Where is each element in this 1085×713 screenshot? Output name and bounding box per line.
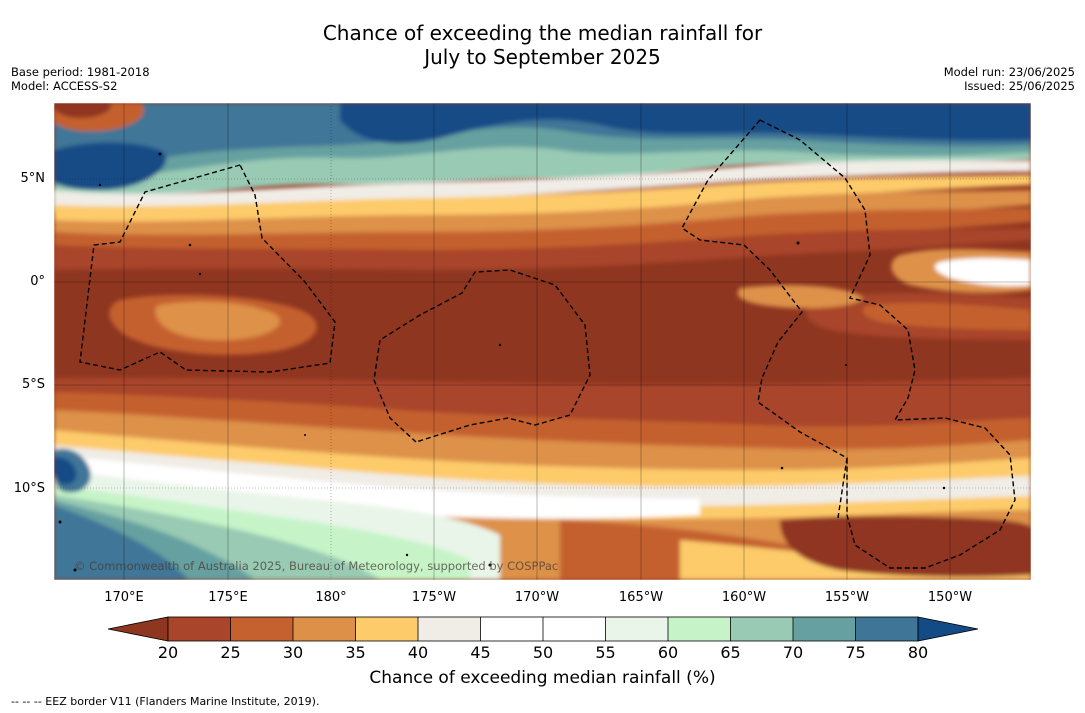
colorbar-tick-65: 65 xyxy=(720,643,741,662)
colorbar-tick-50: 50 xyxy=(532,643,554,662)
colorbar-tick-20: 20 xyxy=(157,643,179,662)
lon-label-170w: 170°W xyxy=(514,590,560,605)
map-title-line1: Chance of exceeding the median rainfall … xyxy=(322,21,763,45)
lon-label-150w: 150°W xyxy=(927,590,973,605)
colorbar-tick-60: 60 xyxy=(657,643,679,662)
colorbar-bin-65-70 xyxy=(730,617,793,641)
colorbar-tick-25: 25 xyxy=(220,643,241,662)
lon-label-155w: 155°W xyxy=(824,590,870,605)
colorbar-title: Chance of exceeding median rainfall (%) xyxy=(369,668,716,688)
lat-label-10s: 10°S xyxy=(13,481,45,496)
colorbar-bin-20-25 xyxy=(168,617,231,641)
lat-label-5s: 5°S xyxy=(21,377,45,392)
colorbar-tick-30: 30 xyxy=(282,643,304,662)
colorbar-tick-75: 75 xyxy=(845,643,866,662)
colorbar-bin-45-50 xyxy=(480,617,543,641)
colorbar-bin-75-80 xyxy=(855,617,918,641)
colorbar-tick-45: 45 xyxy=(470,643,491,662)
colorbar xyxy=(107,616,979,642)
colorbar-under-arrow xyxy=(107,616,169,642)
eez-borders xyxy=(79,119,1016,569)
east-patch xyxy=(737,248,1031,340)
colorbar-bin-35-40 xyxy=(355,617,418,641)
colorbar-bin-50-55 xyxy=(543,617,606,641)
lat-label-5n: 5°N xyxy=(20,171,46,186)
colorbar-bin-40-45 xyxy=(418,617,481,641)
colorbar-tick-80: 80 xyxy=(907,643,929,662)
colorbar-tick-70: 70 xyxy=(782,643,804,662)
colorbar-over-arrow xyxy=(917,616,979,642)
colorbar-tick-40: 40 xyxy=(407,643,429,662)
map-title-line2: July to September 2025 xyxy=(424,45,661,69)
issue-info: Model run: 23/06/2025 Issued: 25/06/2025 xyxy=(944,65,1075,93)
colorbar-bin-30-35 xyxy=(293,617,356,641)
north-band xyxy=(54,103,1031,212)
graticule xyxy=(54,103,1031,580)
lon-label-165w: 165°W xyxy=(618,590,664,605)
colorbar-bin-70-75 xyxy=(793,617,856,641)
model-name-text: Model: ACCESS-S2 xyxy=(11,79,118,93)
lat-label-0: 0° xyxy=(30,274,45,289)
colorbar-tick-55: 55 xyxy=(595,643,616,662)
lon-label-175e: 175°E xyxy=(208,590,248,605)
lon-label-180: 180° xyxy=(315,590,347,605)
south-band xyxy=(54,377,1031,580)
north-transition xyxy=(54,159,1031,270)
colorbar-tick-35: 35 xyxy=(345,643,366,662)
central-patch xyxy=(109,294,317,355)
issued-date-text: Issued: 25/06/2025 xyxy=(964,79,1075,93)
map-field xyxy=(54,103,1031,580)
eez-footnote: -- -- -- EEZ border V11 (Flanders Marine… xyxy=(11,695,320,708)
colorbar-bin-25-30 xyxy=(230,617,293,641)
lon-label-175w: 175°W xyxy=(411,590,457,605)
lon-label-170e: 170°E xyxy=(104,590,144,605)
model-run-text: Model run: 23/06/2025 xyxy=(943,65,1075,79)
model-info: Base period: 1981-2018 Model: ACCESS-S2 xyxy=(11,65,150,93)
lon-label-160w: 160°W xyxy=(721,590,767,605)
base-period-text: Base period: 1981-2018 xyxy=(11,65,150,79)
colorbar-bin-60-65 xyxy=(668,617,731,641)
map-title: Chance of exceeding the median rainfall … xyxy=(0,21,1085,69)
copyright-notice: © Commonwealth of Australia 2025, Bureau… xyxy=(74,559,559,573)
colorbar-bin-55-60 xyxy=(605,617,668,641)
islands xyxy=(58,152,946,572)
